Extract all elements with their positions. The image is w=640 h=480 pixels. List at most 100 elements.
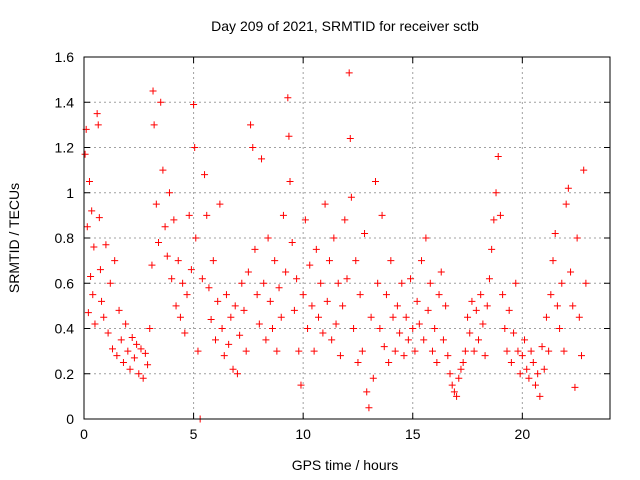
data-point <box>418 257 426 265</box>
data-point <box>285 132 293 140</box>
data-point <box>347 193 355 201</box>
data-point <box>308 302 316 310</box>
data-point <box>569 302 577 310</box>
data-point <box>481 352 489 360</box>
data-point <box>455 374 463 382</box>
data-point <box>146 325 154 332</box>
data-point <box>87 272 95 280</box>
data-point <box>238 279 246 287</box>
data-point <box>119 358 127 366</box>
data-point <box>571 383 579 391</box>
data-point <box>466 329 474 337</box>
data-point <box>437 268 445 276</box>
data-point <box>293 275 301 283</box>
data-point <box>461 347 469 355</box>
data-point <box>510 329 518 337</box>
data-point <box>396 329 404 337</box>
data-point <box>222 291 230 299</box>
data-point <box>315 313 323 321</box>
data-point <box>573 234 581 242</box>
data-point <box>365 404 373 412</box>
data-point <box>194 347 202 355</box>
data-point <box>174 257 182 265</box>
y-tick-label: 0.6 <box>55 275 75 291</box>
data-point <box>444 352 452 360</box>
data-point <box>567 268 575 276</box>
data-point <box>275 284 283 292</box>
data-point <box>562 200 570 208</box>
data-point <box>391 347 399 355</box>
data-point <box>128 334 136 342</box>
data-point <box>96 266 104 274</box>
data-point <box>358 347 366 355</box>
y-tick-label: 1.4 <box>55 94 75 110</box>
data-point <box>433 358 441 366</box>
data-point <box>582 279 590 287</box>
data-point <box>133 340 141 348</box>
data-point <box>547 291 555 299</box>
data-point <box>448 381 456 389</box>
chart-title: Day 209 of 2021, SRMTID for receiver sct… <box>211 18 479 34</box>
data-point <box>236 331 244 339</box>
data-point <box>183 291 191 299</box>
data-point <box>155 239 163 247</box>
data-point <box>299 291 307 299</box>
data-point <box>328 336 336 344</box>
data-point <box>187 266 195 274</box>
data-point <box>264 234 272 242</box>
data-point <box>578 352 586 360</box>
data-point <box>435 291 443 299</box>
data-point <box>108 345 116 353</box>
data-point <box>402 313 410 321</box>
data-point <box>527 347 535 355</box>
data-point <box>201 171 209 179</box>
data-point <box>282 268 290 276</box>
data-point <box>352 257 360 265</box>
data-point <box>477 291 485 299</box>
data-point <box>286 177 294 185</box>
x-tick-label: 10 <box>295 426 311 442</box>
data-point <box>404 336 412 344</box>
data-point <box>553 302 561 310</box>
data-point <box>345 69 353 77</box>
data-point <box>549 257 557 265</box>
data-point <box>450 388 458 396</box>
data-point <box>253 291 261 299</box>
data-point <box>575 313 583 321</box>
data-point <box>209 257 217 265</box>
data-point <box>485 275 493 283</box>
data-point <box>503 347 511 355</box>
data-point <box>356 291 364 299</box>
data-point <box>126 365 134 373</box>
data-point <box>374 279 382 287</box>
data-point <box>415 320 423 328</box>
data-point <box>179 279 187 287</box>
data-point <box>446 370 454 378</box>
data-point <box>336 352 344 360</box>
data-point <box>148 261 156 269</box>
data-point <box>227 313 235 321</box>
data-point <box>393 302 401 310</box>
data-point <box>468 297 476 305</box>
data-point <box>83 223 91 231</box>
data-point <box>271 257 279 265</box>
data-point <box>534 370 542 378</box>
axis-ticks: 0 5 10 15 20 0 0.2 0.4 0.6 0.8 1 1.2 1.4 1.6 <box>55 49 610 442</box>
data-point <box>464 313 472 321</box>
data-point <box>319 329 327 337</box>
y-tick-label: 1 <box>66 185 74 201</box>
data-point <box>304 325 312 332</box>
data-point <box>198 275 206 283</box>
data-point <box>268 325 276 332</box>
data-point <box>407 275 415 283</box>
data-point <box>540 365 548 373</box>
data-point <box>516 370 524 378</box>
data-point <box>483 302 491 310</box>
data-point <box>168 275 176 283</box>
data-point <box>325 257 333 265</box>
data-point <box>244 268 252 276</box>
data-point <box>104 329 112 337</box>
data-point <box>262 336 270 344</box>
data-point <box>350 325 358 332</box>
